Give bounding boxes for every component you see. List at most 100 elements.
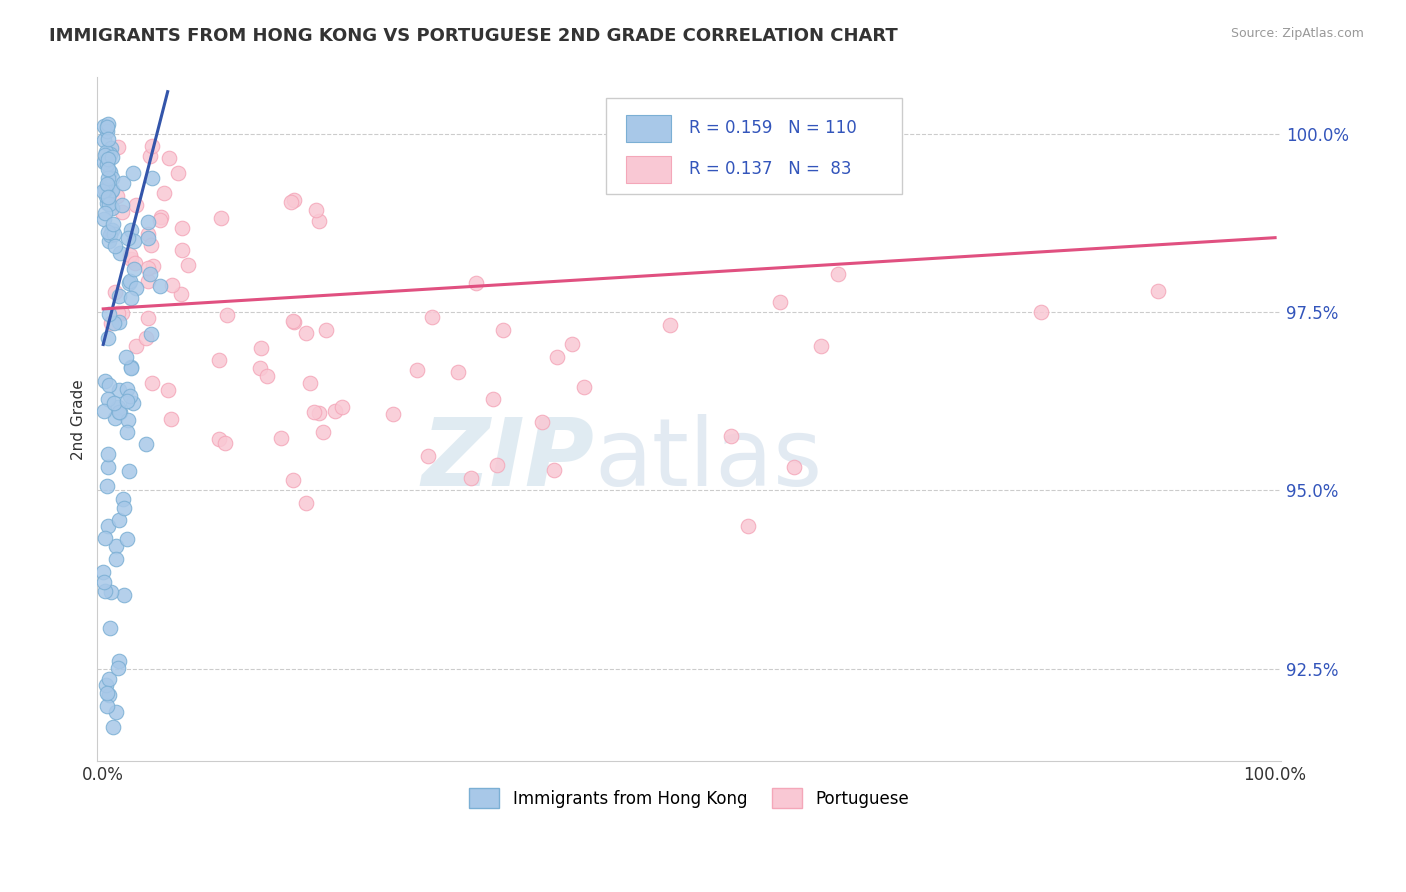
- Point: [138, 148, 160, 162]
- Point: [100, 585, 122, 599]
- Point: [108, 383, 131, 397]
- Point: [120, 359, 142, 374]
- Point: [111, 492, 134, 507]
- Point: [104, 551, 127, 566]
- Point: [98, 378, 121, 392]
- Point: [172, 243, 194, 257]
- Point: [97, 234, 120, 248]
- Point: [118, 464, 141, 478]
- Point: [98, 147, 121, 161]
- Point: [94, 145, 117, 159]
- Point: [98, 621, 121, 635]
- Point: [308, 213, 330, 227]
- Point: [96, 177, 118, 191]
- Point: [100, 184, 122, 198]
- Point: [139, 267, 162, 281]
- Point: [120, 248, 142, 262]
- Point: [117, 413, 139, 427]
- Point: [96, 120, 118, 134]
- Bar: [627, 155, 672, 183]
- Point: [115, 394, 138, 409]
- Point: [1029, 305, 1052, 319]
- Point: [107, 400, 129, 414]
- Point: [177, 258, 200, 272]
- Point: [97, 162, 120, 177]
- Point: [1147, 284, 1170, 298]
- Point: [281, 314, 304, 328]
- Point: [136, 310, 159, 325]
- Point: [96, 479, 118, 493]
- Point: [315, 323, 337, 337]
- Point: [97, 190, 120, 204]
- Point: [422, 310, 444, 324]
- Point: [94, 148, 117, 162]
- Point: [105, 705, 128, 719]
- Point: [94, 189, 117, 203]
- Point: [208, 432, 231, 446]
- Point: [294, 496, 316, 510]
- Point: [117, 230, 139, 244]
- Point: [295, 326, 318, 340]
- Point: [447, 366, 470, 380]
- FancyBboxPatch shape: [606, 98, 903, 194]
- Point: [142, 259, 165, 273]
- Point: [416, 449, 439, 463]
- Point: [97, 192, 120, 206]
- Point: [135, 436, 157, 450]
- Point: [156, 384, 179, 398]
- Point: [103, 395, 125, 409]
- Point: [107, 513, 129, 527]
- Point: [93, 404, 115, 418]
- Point: [141, 376, 163, 390]
- Point: [94, 678, 117, 692]
- Point: [249, 361, 271, 376]
- Text: Source: ZipAtlas.com: Source: ZipAtlas.com: [1230, 27, 1364, 40]
- Point: [149, 278, 172, 293]
- Point: [138, 214, 160, 228]
- Point: [103, 227, 125, 241]
- Point: [308, 406, 330, 420]
- Point: [769, 294, 792, 309]
- Point: [249, 341, 271, 355]
- Point: [108, 654, 131, 668]
- Point: [305, 202, 328, 217]
- Point: [112, 176, 135, 190]
- Point: [100, 150, 122, 164]
- Point: [103, 317, 125, 331]
- Point: [125, 281, 148, 295]
- Point: [208, 353, 231, 368]
- Point: [115, 533, 138, 547]
- Point: [120, 291, 142, 305]
- Point: [108, 404, 131, 418]
- Point: [658, 318, 681, 333]
- Point: [97, 519, 120, 533]
- Point: [93, 531, 115, 545]
- Point: [122, 234, 145, 248]
- Point: [105, 189, 128, 203]
- Point: [153, 186, 176, 200]
- Point: [281, 473, 304, 487]
- Point: [96, 124, 118, 138]
- Point: [97, 331, 120, 345]
- Point: [108, 315, 131, 329]
- Point: [214, 436, 236, 450]
- Point: [107, 306, 129, 320]
- Point: [101, 223, 124, 237]
- Point: [97, 178, 120, 193]
- Point: [93, 133, 115, 147]
- Point: [382, 407, 405, 421]
- Point: [827, 267, 849, 281]
- Point: [120, 361, 142, 376]
- Point: [100, 316, 122, 330]
- Point: [94, 206, 117, 220]
- Point: [810, 338, 832, 352]
- Point: [98, 227, 121, 242]
- Point: [299, 376, 322, 390]
- Point: [98, 672, 121, 686]
- Point: [104, 285, 127, 300]
- Point: [97, 460, 120, 475]
- Point: [737, 519, 759, 533]
- Point: [486, 458, 509, 472]
- Text: R = 0.159   N = 110: R = 0.159 N = 110: [689, 120, 856, 137]
- Point: [312, 425, 335, 440]
